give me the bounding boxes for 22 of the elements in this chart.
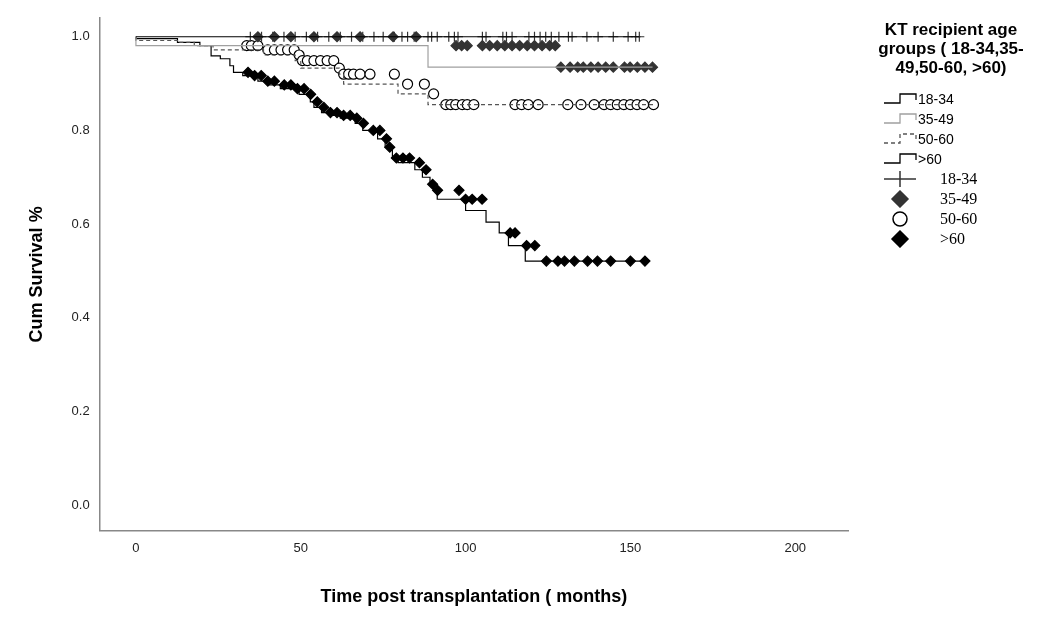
legend-label: 18-34	[918, 91, 954, 107]
x-tick-label: 0	[132, 540, 140, 556]
x-tick-label: 50	[293, 540, 308, 556]
legend-label: >60	[940, 230, 966, 248]
legend-label: 18-34	[940, 170, 978, 188]
legend-title: KT recipient age groups ( 18-34,35-49,50-60, >60)	[877, 20, 1025, 77]
x-tick-label: 100	[454, 540, 477, 556]
y-tick-label: 1.0	[71, 28, 90, 44]
y-tick-label: 0.2	[71, 402, 90, 418]
legend-label: 50-60	[940, 210, 978, 228]
y-axis-title: Cum Survival %	[25, 206, 46, 343]
legend-label: 35-49	[940, 190, 978, 208]
legend-label: 35-49	[918, 111, 954, 127]
x-tick-label: 150	[619, 540, 642, 556]
y-tick-label: 0.6	[71, 215, 90, 231]
legend-label: >60	[918, 151, 942, 167]
x-tick-label: 200	[784, 540, 807, 556]
y-tick-label: 0.8	[71, 121, 90, 137]
x-axis-title: Time post transplantation ( months)	[320, 586, 628, 607]
y-tick-label: 0.0	[71, 496, 90, 512]
y-tick-label: 0.4	[71, 309, 90, 325]
legend-label: 50-60	[918, 131, 954, 147]
